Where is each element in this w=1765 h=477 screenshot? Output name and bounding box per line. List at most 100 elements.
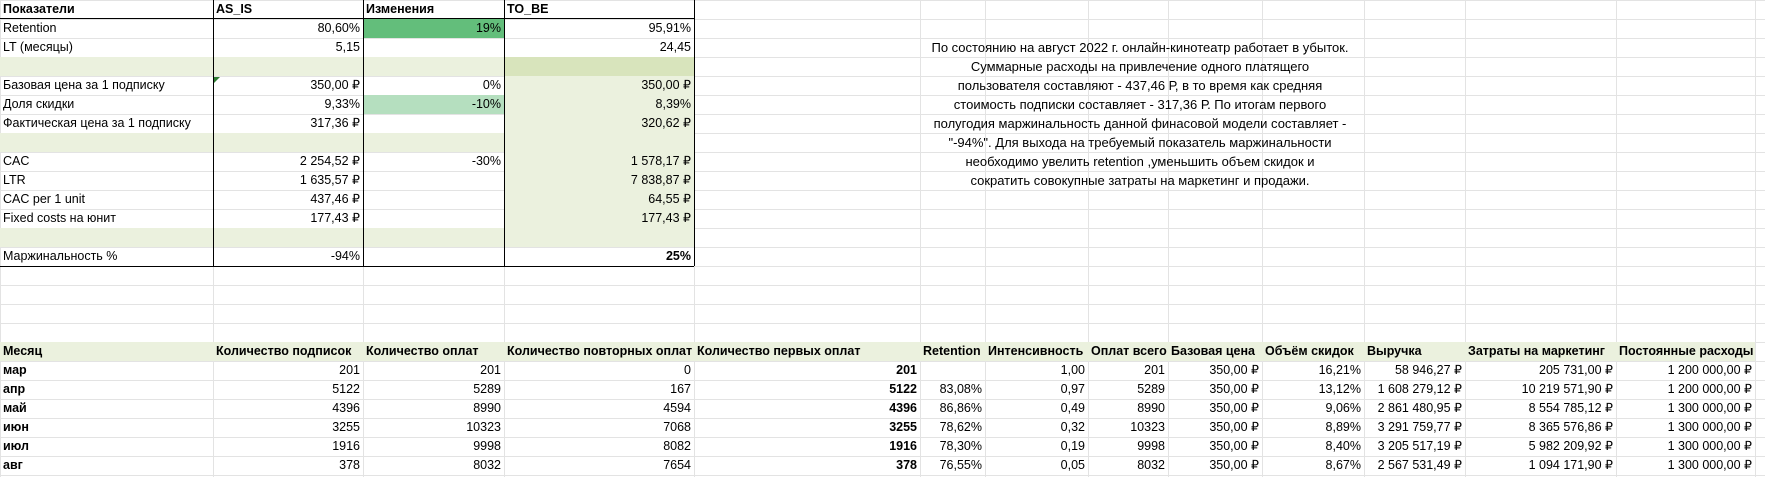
bottom-header-2[interactable]: Количество оплат bbox=[366, 344, 479, 358]
bottom-cell-3[interactable]: 4594 bbox=[663, 401, 691, 415]
top-cell-as_is[interactable]: 80,60% bbox=[317, 21, 360, 35]
bottom-cell-6[interactable]: 1,00 bbox=[1060, 363, 1085, 377]
bottom-cell-4[interactable]: 4396 bbox=[889, 401, 917, 415]
bottom-cell-7[interactable]: 9998 bbox=[1137, 439, 1165, 453]
bottom-cell-12[interactable]: 1 200 000,00 ₽ bbox=[1667, 382, 1752, 396]
top-cell-as_is[interactable] bbox=[213, 57, 363, 76]
bottom-header-4[interactable]: Количество первых оплат bbox=[697, 344, 861, 358]
bottom-cell-2[interactable]: 8990 bbox=[473, 401, 501, 415]
bottom-cell-2[interactable]: 201 bbox=[480, 363, 501, 377]
bottom-cell-5[interactable]: 76,55% bbox=[939, 458, 982, 472]
top-cell-as_is[interactable]: 2 254,52 ₽ bbox=[299, 154, 360, 168]
analysis-note[interactable]: По состоянию на август 2022 г. онлайн-ки… bbox=[931, 40, 1349, 188]
top-cell-label[interactable]: Retention bbox=[3, 21, 57, 35]
bottom-cell-4[interactable]: 3255 bbox=[889, 420, 917, 434]
top-cell-to_be[interactable]: 320,62 ₽ bbox=[641, 116, 691, 130]
top-cell-change[interactable]: 0% bbox=[482, 78, 501, 92]
bottom-cell-11[interactable]: 205 731,00 ₽ bbox=[1539, 363, 1613, 377]
top-cell-label[interactable]: Фактическая цена за 1 подписку bbox=[3, 116, 191, 130]
bottom-cell-8[interactable]: 350,00 ₽ bbox=[1209, 458, 1259, 472]
top-cell-as_is[interactable]: 1 635,57 ₽ bbox=[299, 173, 360, 187]
bottom-header-3[interactable]: Количество повторных оплат bbox=[507, 344, 693, 358]
top-cell-label[interactable]: Fixed costs на юнит bbox=[3, 211, 117, 225]
bottom-cell-1[interactable]: 378 bbox=[339, 458, 360, 472]
bottom-cell-2[interactable]: 5289 bbox=[473, 382, 501, 396]
bottom-cell-5[interactable]: 86,86% bbox=[939, 401, 982, 415]
top-cell-label[interactable]: Базовая цена за 1 подписку bbox=[3, 78, 165, 92]
bottom-cell-5[interactable]: 83,08% bbox=[939, 382, 982, 396]
top-cell-change[interactable] bbox=[363, 247, 504, 266]
bottom-cell-7[interactable]: 201 bbox=[1144, 363, 1165, 377]
bottom-cell-12[interactable]: 1 200 000,00 ₽ bbox=[1667, 363, 1752, 377]
bottom-cell-10[interactable]: 58 946,27 ₽ bbox=[1394, 363, 1462, 377]
bottom-header-10[interactable]: Выручка bbox=[1367, 344, 1422, 358]
top-cell-change[interactable] bbox=[363, 209, 504, 228]
top-cell-as_is[interactable] bbox=[213, 228, 363, 247]
bottom-cell-10[interactable]: 1 608 279,12 ₽ bbox=[1377, 382, 1462, 396]
header-changes[interactable]: Изменения bbox=[366, 2, 435, 16]
bottom-cell-3[interactable]: 7068 bbox=[663, 420, 691, 434]
top-cell-change[interactable] bbox=[363, 190, 504, 209]
bottom-cell-2[interactable]: 8032 bbox=[473, 458, 501, 472]
bottom-header-8[interactable]: Базовая цена bbox=[1171, 344, 1256, 358]
top-cell-to_be[interactable]: 7 838,87 ₽ bbox=[630, 173, 691, 187]
top-cell-as_is[interactable] bbox=[213, 133, 363, 152]
bottom-cell-8[interactable]: 350,00 ₽ bbox=[1209, 382, 1259, 396]
bottom-cell-0[interactable]: июн bbox=[3, 420, 29, 434]
bottom-cell-6[interactable]: 0,32 bbox=[1060, 420, 1085, 434]
bottom-cell-11[interactable]: 8 365 576,86 ₽ bbox=[1528, 420, 1613, 434]
bottom-cell-6[interactable]: 0,19 bbox=[1060, 439, 1085, 453]
bottom-cell-8[interactable]: 350,00 ₽ bbox=[1209, 363, 1259, 377]
bottom-cell-6[interactable]: 0,05 bbox=[1060, 458, 1085, 472]
bottom-cell-3[interactable]: 167 bbox=[670, 382, 691, 396]
top-cell-to_be[interactable]: 1 578,17 ₽ bbox=[630, 154, 691, 168]
bottom-cell-4[interactable]: 378 bbox=[896, 458, 917, 472]
top-cell-label[interactable] bbox=[0, 57, 213, 76]
top-cell-change[interactable] bbox=[363, 114, 504, 133]
bottom-cell-9[interactable]: 8,89% bbox=[1325, 420, 1361, 434]
top-cell-label[interactable]: CAC per 1 unit bbox=[3, 192, 85, 206]
bottom-cell-3[interactable]: 0 bbox=[684, 363, 691, 377]
bottom-header-5[interactable]: Retention bbox=[923, 344, 981, 358]
top-cell-label[interactable]: LT (месяцы) bbox=[3, 40, 73, 54]
bottom-cell-0[interactable]: апр bbox=[3, 382, 26, 396]
bottom-cell-1[interactable]: 1916 bbox=[332, 439, 360, 453]
bottom-cell-12[interactable]: 1 300 000,00 ₽ bbox=[1667, 401, 1752, 415]
bottom-cell-7[interactable]: 8032 bbox=[1137, 458, 1165, 472]
bottom-cell-11[interactable]: 5 982 209,92 ₽ bbox=[1528, 439, 1613, 453]
bottom-cell-3[interactable]: 7654 bbox=[663, 458, 691, 472]
bottom-cell-7[interactable]: 8990 bbox=[1137, 401, 1165, 415]
top-cell-as_is[interactable]: 5,15 bbox=[335, 40, 360, 54]
bottom-cell-11[interactable]: 1 094 171,90 ₽ bbox=[1528, 458, 1613, 472]
bottom-cell-0[interactable]: май bbox=[3, 401, 27, 415]
top-cell-as_is[interactable]: -94% bbox=[330, 249, 360, 263]
bottom-cell-2[interactable]: 9998 bbox=[473, 439, 501, 453]
top-cell-to_be[interactable] bbox=[504, 228, 694, 247]
bottom-cell-12[interactable]: 1 300 000,00 ₽ bbox=[1667, 439, 1752, 453]
bottom-cell-1[interactable]: 4396 bbox=[332, 401, 360, 415]
bottom-cell-0[interactable]: авг bbox=[3, 458, 23, 472]
bottom-cell-7[interactable]: 10323 bbox=[1130, 420, 1165, 434]
top-cell-to_be[interactable]: 95,91% bbox=[648, 21, 691, 35]
top-cell-as_is[interactable]: 317,36 ₽ bbox=[310, 116, 360, 130]
header-indicators[interactable]: Показатели bbox=[3, 2, 75, 16]
top-cell-change[interactable] bbox=[363, 171, 504, 190]
bottom-header-11[interactable]: Затраты на маркетинг bbox=[1468, 344, 1606, 358]
bottom-cell-5[interactable]: 78,30% bbox=[939, 439, 982, 453]
top-cell-as_is[interactable]: 350,00 ₽ bbox=[310, 78, 360, 92]
bottom-cell-6[interactable]: 0,49 bbox=[1060, 401, 1085, 415]
top-cell-change[interactable]: -10% bbox=[471, 97, 501, 111]
bottom-cell-4[interactable]: 1916 bbox=[889, 439, 917, 453]
top-cell-label[interactable]: Маржинальность % bbox=[3, 249, 118, 263]
top-cell-label[interactable] bbox=[0, 228, 213, 247]
bottom-cell-4[interactable]: 201 bbox=[896, 363, 917, 377]
bottom-header-7[interactable]: Оплат всего bbox=[1091, 344, 1167, 358]
bottom-cell-10[interactable]: 2 567 531,49 ₽ bbox=[1377, 458, 1462, 472]
top-cell-as_is[interactable]: 437,46 ₽ bbox=[310, 192, 360, 206]
top-cell-to_be[interactable]: 350,00 ₽ bbox=[641, 78, 691, 92]
bottom-header-12[interactable]: Постоянные расходы bbox=[1619, 344, 1754, 358]
bottom-cell-1[interactable]: 201 bbox=[339, 363, 360, 377]
top-cell-label[interactable]: CAC bbox=[3, 154, 30, 168]
top-cell-label[interactable]: Доля скидки bbox=[3, 97, 75, 111]
bottom-cell-0[interactable]: июл bbox=[3, 439, 29, 453]
